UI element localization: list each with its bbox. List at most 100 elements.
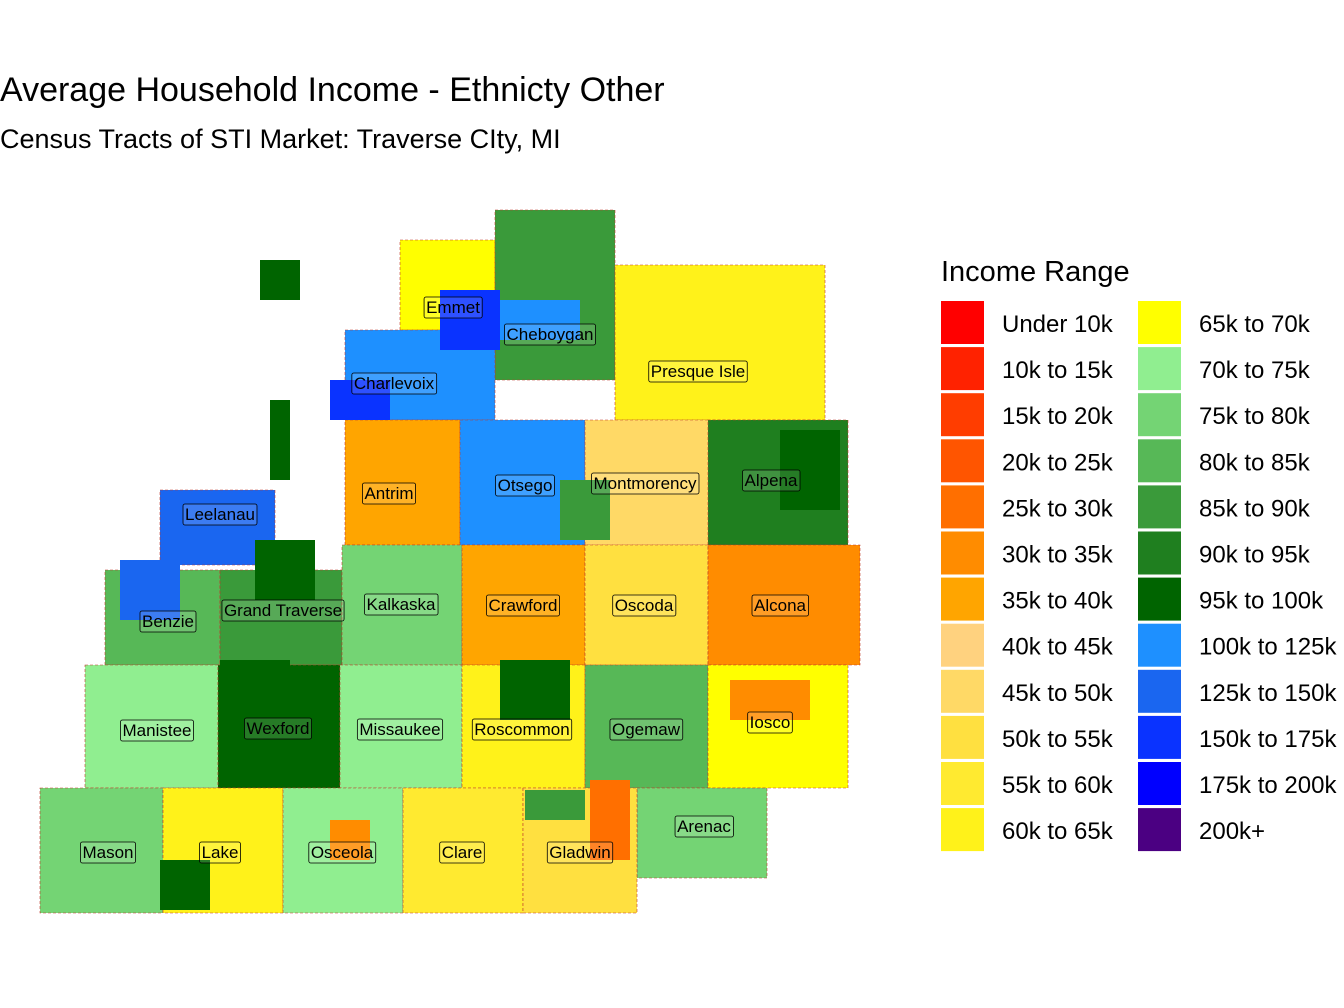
county-label: Lake	[199, 841, 241, 864]
county-area	[636, 787, 768, 879]
county-label-box	[751, 594, 809, 617]
county-label: Antrim	[362, 482, 416, 505]
county-label-box	[439, 841, 485, 864]
county-name: Charlevoix	[354, 374, 435, 393]
county-label-box	[199, 841, 241, 864]
county-area	[461, 544, 586, 666]
county-name: Leelanau	[185, 505, 255, 524]
legend-swatch	[1138, 347, 1181, 391]
county-label-box	[591, 472, 700, 495]
county-name: Otsego	[498, 476, 553, 495]
county-label: Gladwin	[546, 841, 614, 864]
tract-area	[560, 480, 610, 540]
subtitle: Census Tracts of STI Market: Traverse CI…	[0, 124, 561, 154]
legend-label: 85k to 90k	[1199, 495, 1311, 522]
legend-label: 70k to 75k	[1199, 357, 1311, 384]
legend-label: 25k to 30k	[1002, 495, 1114, 522]
county-name: Ogemaw	[612, 720, 681, 739]
county-label: Arenac	[674, 815, 734, 838]
map	[39, 209, 861, 914]
county-label: Manistee	[120, 719, 194, 742]
county-name: Lake	[202, 843, 239, 862]
county-area	[344, 419, 461, 546]
county-labels: Emmet Cheboygan Charlevoix Presque Isle Antr…	[80, 296, 809, 864]
county-name: Oscoda	[615, 596, 674, 615]
county-area	[84, 664, 219, 789]
county-area	[341, 544, 463, 666]
tract-area	[730, 680, 810, 720]
county-label: Mason	[80, 841, 136, 864]
county-label-box	[648, 360, 748, 383]
legend-label: 175k to 200k	[1199, 772, 1337, 799]
legend-swatch	[941, 531, 984, 575]
county-label-box	[486, 594, 560, 617]
legend-label: 100k to 125k	[1199, 634, 1337, 661]
county-label-box	[495, 474, 555, 497]
legend-swatch	[1138, 439, 1181, 483]
county-label: Osceola	[308, 841, 377, 864]
county-label: Charlevoix	[351, 372, 438, 395]
county-label: Roscommon	[471, 718, 573, 741]
county-label-box	[471, 718, 573, 741]
tract-area	[590, 780, 630, 860]
legend-label: 60k to 65k	[1002, 818, 1114, 845]
county-label-box	[612, 594, 677, 617]
county-label: Oscoda	[612, 594, 677, 617]
tract-area	[525, 790, 585, 820]
county-name: Crawford	[489, 596, 558, 615]
county-area	[339, 664, 463, 789]
legend-swatch	[941, 623, 984, 667]
legend-label: 40k to 45k	[1002, 634, 1114, 661]
county-name: Arenac	[677, 817, 731, 836]
county-label-box	[308, 841, 377, 864]
legend-label: 90k to 95k	[1199, 542, 1311, 569]
legend-label: 20k to 25k	[1002, 449, 1114, 476]
county-label-box	[674, 815, 734, 838]
legend-label: 125k to 150k	[1199, 680, 1337, 707]
county-area	[402, 787, 524, 914]
tract-area	[255, 540, 315, 600]
tract-area	[330, 380, 390, 420]
county-label: Wexford	[244, 717, 312, 740]
legend-swatch	[1138, 393, 1181, 437]
tract-area	[270, 400, 290, 480]
tract-area	[330, 820, 370, 860]
county-label-box	[351, 372, 438, 395]
county-name: Gladwin	[549, 843, 610, 862]
county-label-box	[423, 296, 483, 319]
legend-label: 150k to 175k	[1199, 726, 1337, 753]
tract-area	[160, 860, 210, 910]
legend-label: 200k+	[1199, 818, 1265, 845]
county-area	[707, 544, 861, 666]
county-label-box	[139, 610, 197, 633]
legend-swatch	[941, 715, 984, 759]
legend-swatch	[1138, 531, 1181, 575]
legend-swatch	[1138, 762, 1181, 805]
county-area	[614, 264, 826, 421]
legend-label: 95k to 100k	[1199, 588, 1324, 615]
legend-title: Income Range	[941, 256, 1130, 288]
county-label-box	[80, 841, 136, 864]
county-label-box	[244, 717, 312, 740]
legend-label: 65k to 70k	[1199, 311, 1311, 338]
county-name: Mason	[82, 843, 133, 862]
legend-label: 45k to 50k	[1002, 680, 1114, 707]
county-name: Cheboygan	[507, 325, 594, 344]
county-label-box	[546, 841, 614, 864]
county-name: Clare	[442, 843, 483, 862]
legend-swatch	[941, 301, 984, 344]
county-label-box	[221, 599, 345, 622]
legend-swatch	[941, 393, 984, 437]
county-label: Presque Isle	[648, 360, 748, 383]
legend-label: 50k to 55k	[1002, 726, 1114, 753]
county-label-box	[742, 469, 801, 492]
county-label: Cheboygan	[504, 323, 596, 346]
county-name: Montmorency	[594, 474, 697, 493]
legend: Under 10k 10k to 15k 15k to 20k 20k to 25k 2…	[941, 301, 1337, 852]
county-label-box	[504, 323, 596, 346]
tract-area	[260, 260, 300, 300]
county-label: Missaukee	[356, 718, 444, 741]
county-label: Clare	[439, 841, 485, 864]
legend-label: 55k to 60k	[1002, 772, 1114, 799]
